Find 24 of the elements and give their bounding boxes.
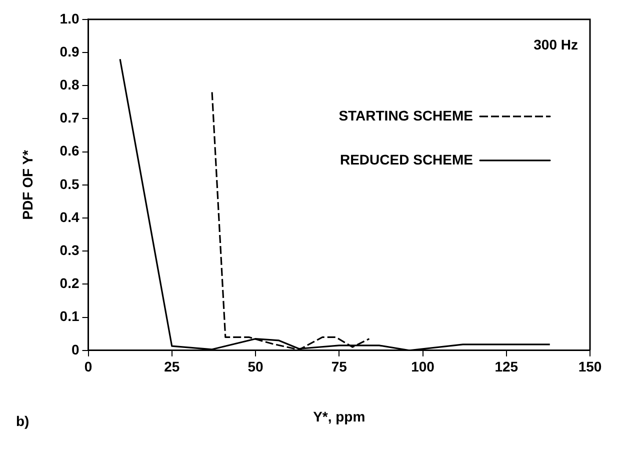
y-tick-label: 0 [71, 341, 80, 358]
y-tick-label: 0.5 [60, 176, 80, 192]
y-axis-title: PDF OF Y* [19, 149, 36, 220]
x-axis-title: Y*, ppm [313, 408, 366, 424]
y-tick-label: 0.2 [60, 275, 80, 292]
x-tick-label: 75 [331, 358, 348, 375]
y-tick-label: 0.3 [60, 242, 80, 258]
x-tick-label: 50 [248, 358, 264, 375]
text: b) [16, 413, 30, 429]
x-tick-label: 25 [164, 358, 180, 375]
y-tick-label: 0.1 [60, 308, 80, 324]
y-tick-label: 0.6 [60, 142, 80, 159]
y-tick-label: 0.4 [60, 208, 80, 225]
y-tick-label: 1.0 [60, 10, 80, 26]
legend-label: STARTING SCHEME [338, 107, 473, 124]
y-tick-label: 0.7 [60, 110, 80, 126]
x-tick-label: 0 [84, 358, 92, 375]
y-tick-label: 0.8 [60, 76, 80, 92]
annotation: 300 Hz [534, 36, 578, 52]
x-tick-label: 150 [578, 358, 602, 375]
y-tick-label: 0.9 [60, 43, 80, 60]
x-tick-label: 100 [411, 358, 435, 375]
x-tick-label: 125 [494, 358, 518, 375]
legend-label: REDUCED SCHEME [340, 151, 473, 168]
